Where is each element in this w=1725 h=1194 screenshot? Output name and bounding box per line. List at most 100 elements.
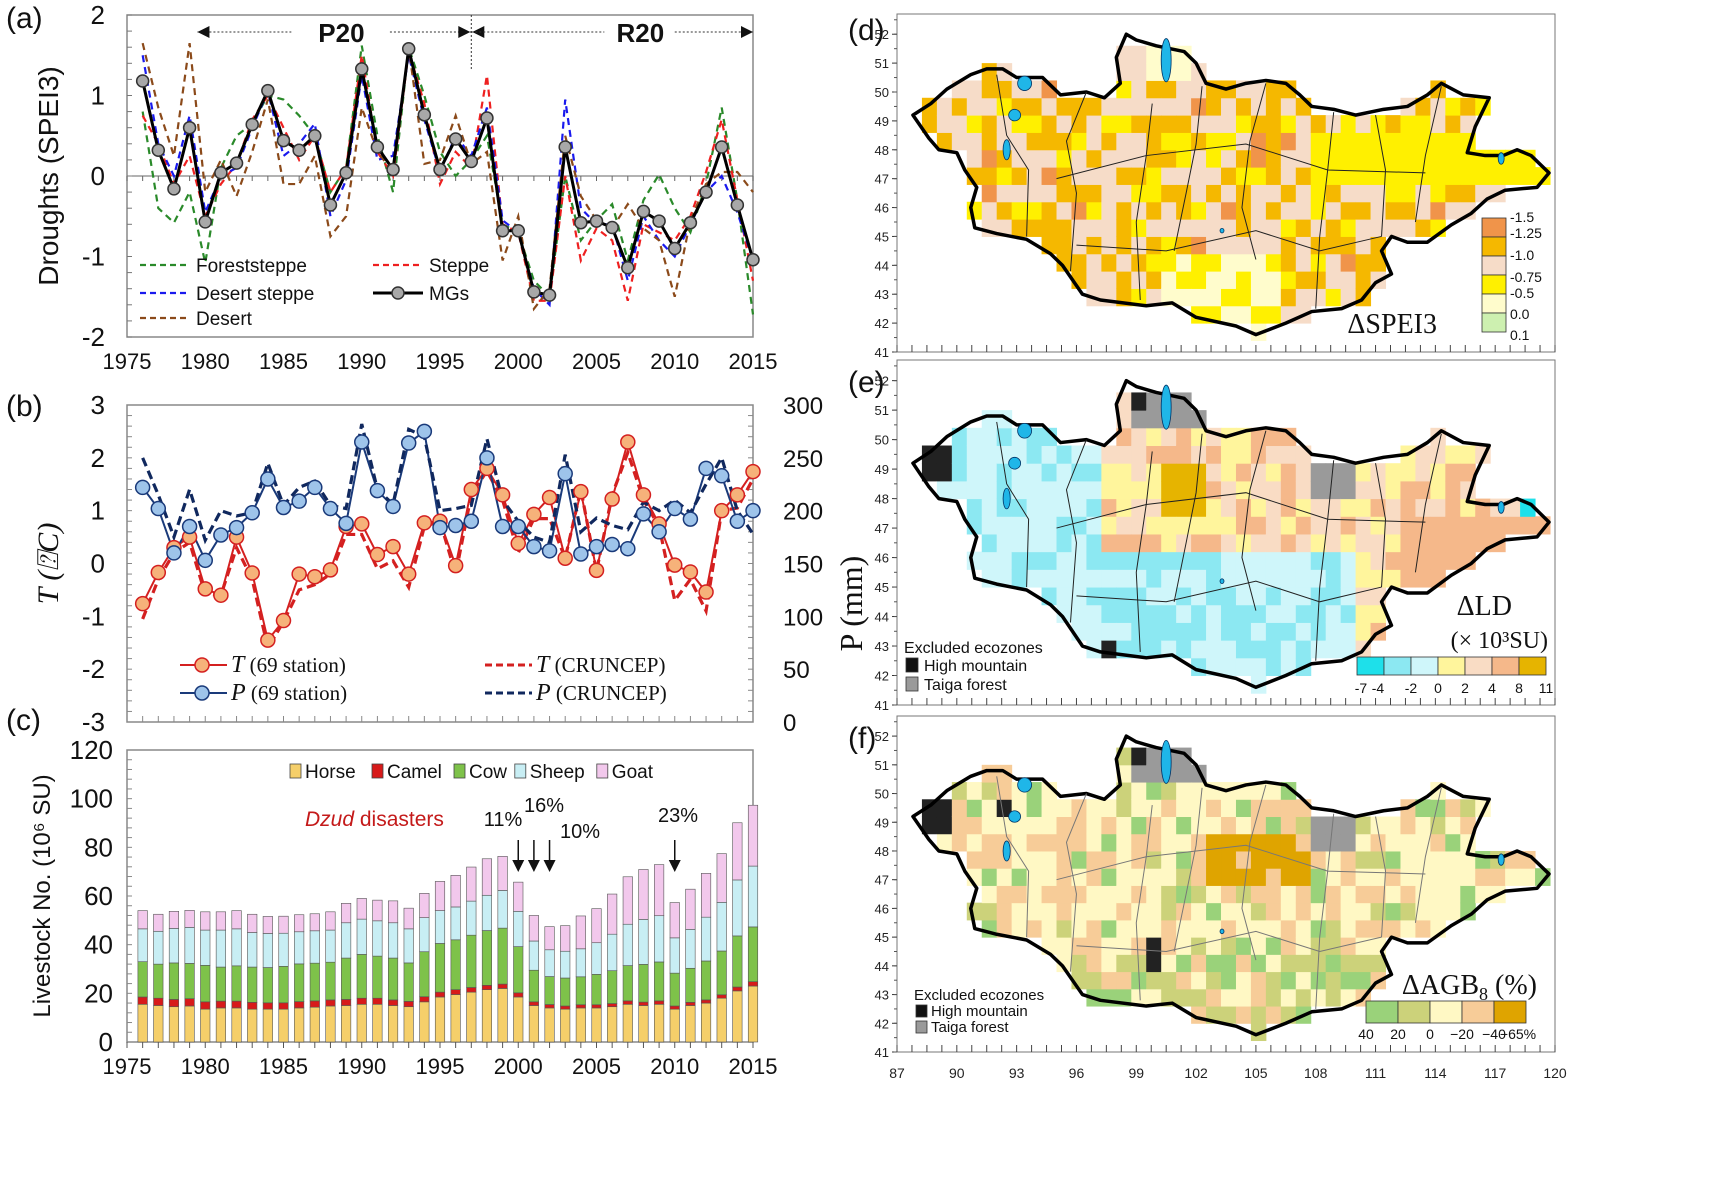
grid-cell [1131, 640, 1147, 659]
grid-cell [1101, 149, 1117, 168]
grid-cell [1011, 201, 1028, 220]
grid-cell [1295, 971, 1312, 990]
grid-cell [1191, 587, 1207, 606]
grid-cell [1221, 184, 1237, 203]
grid-cell [1176, 622, 1192, 641]
bar-segment-cow [638, 964, 649, 1003]
grid-cell [966, 80, 983, 99]
grid-cell [1490, 516, 1506, 535]
bar-segment-horse [356, 1003, 367, 1043]
grid-cell [1026, 902, 1043, 921]
bar-segment-horse [528, 1005, 539, 1043]
grid-cell [1355, 132, 1372, 151]
y-tick-label-a: 0 [91, 161, 105, 191]
grid-cell [1295, 988, 1312, 1007]
grid-cell [966, 833, 983, 852]
y-tick-label-c: 0 [99, 1027, 113, 1057]
grid-cell [1071, 498, 1087, 517]
grid-cell [1280, 271, 1297, 289]
grid-cell [1056, 551, 1072, 570]
grid-cell [1131, 80, 1147, 99]
bar-segment-goat [591, 908, 602, 944]
grid-cell [1116, 850, 1132, 869]
grid-cell [1235, 167, 1252, 185]
bar-segment-sheep [387, 922, 399, 959]
bar-segment-camel [747, 981, 759, 987]
grid-cell [1415, 885, 1431, 904]
grid-cell [1056, 850, 1072, 869]
grid-cell [936, 480, 953, 500]
y-tick-label-b: 2 [91, 443, 105, 473]
grid-cell [1325, 640, 1342, 659]
grid-cell [1325, 288, 1342, 307]
grid-cell [1385, 902, 1401, 921]
grid-cell [1385, 919, 1401, 938]
grid-cell [1445, 463, 1461, 482]
grid-cell [1415, 816, 1431, 835]
grid-cell [1250, 885, 1267, 904]
grid-cell [1176, 937, 1192, 955]
grid-cell [1041, 919, 1058, 938]
grid-cell [921, 115, 938, 133]
grid-cell [1206, 604, 1222, 623]
grid-cell [1206, 868, 1222, 886]
grid-cell [1206, 167, 1222, 185]
grid-cell [1176, 833, 1192, 852]
bar-segment-goat [466, 866, 477, 902]
annotation-percent: 10% [560, 821, 600, 843]
grid-cell [1280, 622, 1297, 641]
bar-segment-camel [403, 1001, 414, 1008]
legend-color-box [1397, 1000, 1431, 1024]
grid-cell [1176, 533, 1192, 553]
grid-cell [1295, 833, 1312, 852]
bar-segment-goat [700, 873, 712, 918]
data-point [322, 562, 339, 578]
grid-cell [1161, 919, 1177, 938]
legend-label: T (69 station) [231, 652, 346, 678]
grid-cell [981, 902, 998, 921]
bar-segment-goat [732, 822, 743, 881]
grid-cell [1161, 219, 1177, 237]
grid-cell [1146, 971, 1162, 990]
y-right-tick-label-b: 150 [783, 552, 823, 579]
grid-cell [1355, 271, 1372, 289]
bar-segment-horse [747, 985, 759, 1043]
legend-color-box [1437, 656, 1466, 676]
grid-cell [1370, 902, 1387, 921]
grid-cell [1116, 604, 1132, 623]
grid-cell [1056, 885, 1072, 904]
bar-segment-horse [184, 1005, 195, 1043]
grid-cell [1176, 850, 1192, 869]
grid-cell [1026, 569, 1043, 588]
grid-cell [1221, 988, 1237, 1007]
grid-cell [1265, 885, 1282, 904]
grid-cell [1355, 954, 1372, 973]
grid-cell [1250, 201, 1267, 220]
bar-segment-camel [513, 992, 524, 998]
grid-cell [1056, 799, 1072, 818]
lat-tick-label: 43 [875, 988, 889, 1003]
grid-cell [1056, 219, 1072, 237]
grid-cell [1191, 782, 1207, 800]
grid-cell [1086, 201, 1102, 220]
grid-cell [1146, 764, 1162, 783]
grid-cell [1146, 533, 1162, 553]
y-tick-label-c: 40 [84, 930, 113, 960]
bar-segment-cow [732, 935, 743, 988]
grid-cell [1131, 63, 1147, 81]
grid-cell [1131, 219, 1147, 237]
grid-cell [1146, 640, 1162, 659]
grid-cell [1146, 988, 1162, 1007]
data-point [745, 463, 761, 480]
data-point [526, 538, 542, 555]
grid-cell [1445, 498, 1461, 517]
bar-segment-camel [481, 985, 493, 990]
legend-color-box [1365, 1000, 1399, 1024]
grid-cell [1340, 640, 1357, 659]
grid-cell [981, 463, 998, 482]
grid-cell [966, 427, 983, 447]
lat-tick-label: 51 [875, 403, 889, 418]
grid-cell [1176, 149, 1192, 168]
grid-cell [1146, 253, 1162, 272]
